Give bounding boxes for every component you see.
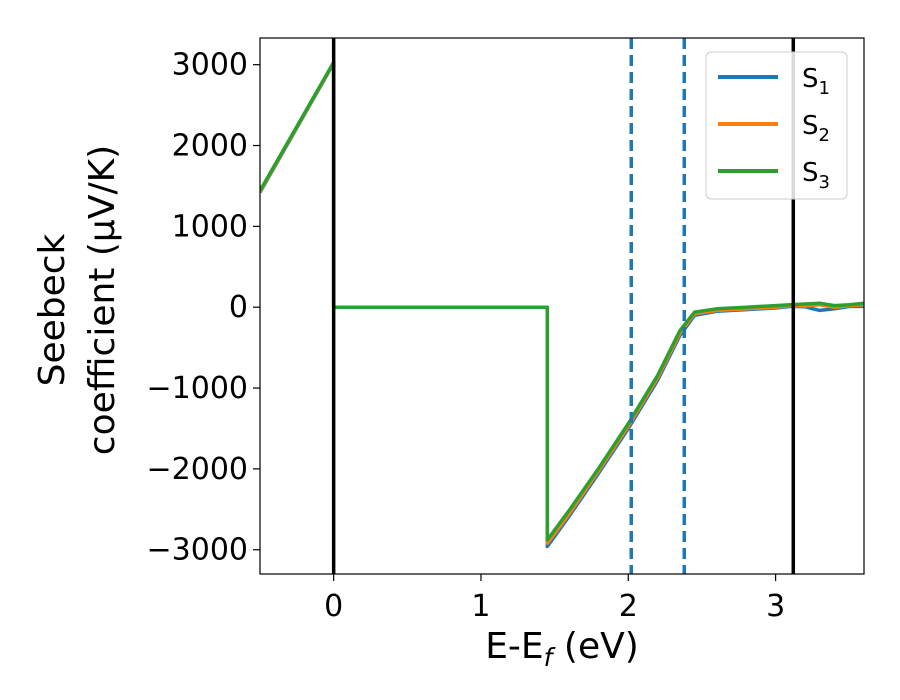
series-line-s3	[260, 60, 864, 542]
x-axis-label: E-Ef (eV)	[485, 626, 639, 672]
y-tick-label: 0	[229, 290, 248, 325]
y-axis-label-line1: Seebeck	[32, 233, 73, 386]
x-tick-label: 1	[471, 589, 490, 624]
y-tick-label: 2000	[172, 129, 248, 164]
y-tick-label: 1000	[172, 209, 248, 244]
legend-label-s1: S1	[802, 64, 830, 99]
x-tick-label: 3	[766, 589, 785, 624]
plot-area	[260, 38, 864, 574]
x-axis: 0 1 2 3	[324, 574, 785, 624]
y-axis-label-line2: coefficient (μV/K)	[82, 145, 123, 455]
y-tick-label: −2000	[147, 452, 248, 487]
axes-frame	[259, 37, 865, 575]
y-axis: 3000 2000 1000 0 −1000 −2000 −3000	[147, 48, 260, 568]
legend: S1 S2 S3	[705, 51, 848, 200]
legend-label-s2: S2	[802, 111, 830, 146]
y-tick-label: 3000	[172, 48, 248, 83]
x-tick-label: 2	[619, 589, 638, 624]
legend-label-s3: S3	[802, 158, 830, 193]
y-tick-label: −1000	[147, 371, 248, 406]
y-tick-label: −3000	[147, 533, 248, 568]
x-tick-label: 0	[324, 589, 343, 624]
x-axis-label-unit: (eV)	[552, 626, 638, 667]
